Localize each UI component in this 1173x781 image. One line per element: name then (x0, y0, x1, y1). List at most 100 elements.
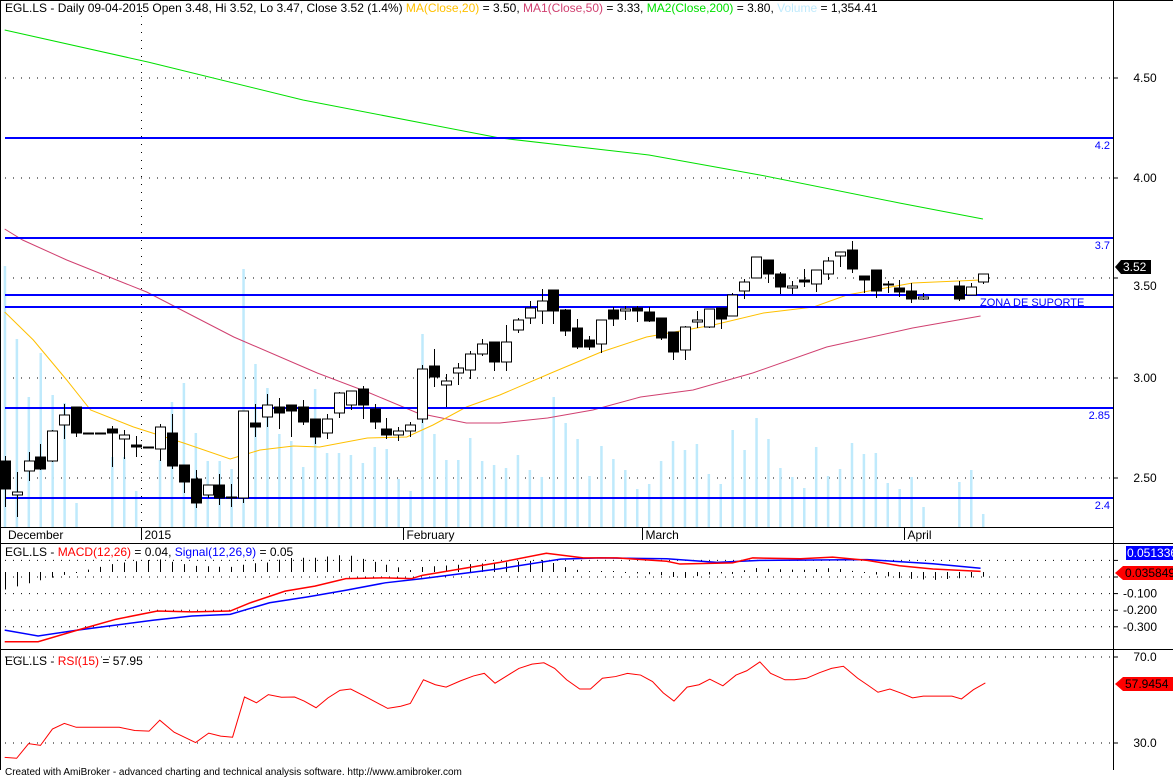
volume-bar (123, 456, 126, 527)
date-tick-label: April (908, 528, 932, 542)
rsi-symbol: EGL.LS - (5, 654, 58, 668)
candle-down (584, 339, 595, 348)
candle-down (381, 428, 392, 436)
candle-up (417, 368, 428, 420)
volume-bar (659, 461, 663, 527)
macd-tick-label: -0.300 (1123, 620, 1157, 634)
candle-down (274, 406, 285, 414)
candle-down (358, 388, 369, 406)
candle-down (871, 269, 882, 292)
candle-up (47, 430, 58, 462)
volume-bar (981, 514, 985, 527)
candle-down (656, 317, 667, 339)
macd-legend: MACD(12,26) (57, 545, 132, 559)
volume-bar (886, 482, 890, 527)
ma200-legend: MA2(Close,200) (646, 1, 734, 15)
volume-bar (719, 483, 722, 527)
candle-up (119, 434, 130, 440)
price-tick-label: 4.00 (1133, 171, 1157, 185)
volume-bar (492, 465, 496, 527)
rsi-tick-label: 30.0 (1133, 736, 1157, 750)
candle-down (608, 309, 619, 320)
volume-bar (552, 396, 555, 527)
volume-bar (707, 473, 711, 527)
ma20-line (4, 279, 981, 460)
volume-bar (301, 466, 305, 527)
date-tick-label: February (407, 528, 455, 542)
volume-bar (3, 266, 7, 527)
candle-down (954, 285, 965, 300)
ma20-legend: MA(Close,20) (405, 1, 480, 15)
candle-up (751, 256, 762, 279)
volume-bar (457, 460, 460, 527)
candle-up (978, 273, 989, 283)
rsi-line (4, 661, 986, 759)
ma200-value: = 3.80, (733, 1, 778, 15)
candle-down (131, 444, 142, 448)
candle-up (238, 410, 249, 499)
volume-bar (15, 338, 19, 527)
last-price-tag-text: 3.52 (1123, 260, 1147, 274)
volume-bar (111, 456, 114, 527)
candle-up (537, 300, 548, 312)
volume-bar (814, 446, 818, 527)
candle-up (83, 432, 94, 435)
volume-bar (373, 446, 377, 527)
candle-up (513, 319, 524, 331)
candle-down (214, 484, 225, 499)
candle-up (322, 418, 333, 434)
volume-bar (349, 455, 353, 527)
candle-up (823, 260, 834, 275)
macd-panel-header: EGL.LS - MACD(12,26) = 0.04, Signal(12,2… (5, 545, 293, 559)
candle-down (429, 365, 440, 378)
macd-tag (1115, 566, 1173, 580)
volume-bar (767, 438, 770, 527)
volume-bar (254, 363, 257, 527)
candle-down (179, 464, 190, 483)
candle-down (572, 327, 583, 348)
volume-bar (468, 437, 472, 527)
volume-bar (421, 333, 424, 527)
volume-bar (63, 402, 66, 527)
date-tick-label: December (8, 528, 63, 542)
volume-bar (158, 460, 162, 527)
volume-bar (922, 506, 925, 527)
candle-up (787, 285, 798, 289)
rsi-panel-header: EGL.LS - RSI(15) = 57.95 (5, 654, 143, 668)
volume-bar (480, 461, 484, 527)
candle-up (501, 341, 512, 363)
candle-down (716, 307, 727, 320)
candle-up (680, 326, 691, 351)
level-label: 4.2 (1095, 140, 1110, 152)
volume-bar (874, 452, 878, 527)
candle-up (346, 390, 357, 406)
signal-value: = 0.05 (256, 545, 294, 559)
volume-bar (385, 448, 388, 527)
volume-bar (588, 476, 591, 527)
volume-bar (433, 433, 436, 527)
candle-down (298, 406, 309, 423)
volume-bar (409, 491, 412, 527)
candle-up (453, 367, 464, 374)
candle-up (405, 424, 416, 432)
volume-bar (325, 452, 329, 527)
rsi-value: = 57.95 (99, 654, 143, 668)
rsi-tag (1115, 677, 1173, 691)
candle-up (59, 414, 70, 426)
volume-bar (516, 455, 520, 527)
candle-up (596, 319, 607, 345)
price-panel-header: EGL.LS - Daily 09-04-2015 Open 3.48, Hi … (5, 1, 878, 15)
candle-up (811, 269, 822, 285)
volume-bar (540, 476, 544, 527)
macd-value: = 0.04, (131, 545, 175, 559)
volume-bar (576, 438, 579, 527)
macd-tick-label: -0.100 (1123, 587, 1157, 601)
candle-up (441, 380, 452, 386)
ma200-line (4, 29, 984, 220)
volume-bar (337, 452, 341, 527)
candle-down (668, 331, 679, 353)
candle-down (560, 309, 571, 332)
level-label: 2.85 (1089, 410, 1110, 422)
rsi-tick-label: 70.0 (1133, 650, 1157, 664)
